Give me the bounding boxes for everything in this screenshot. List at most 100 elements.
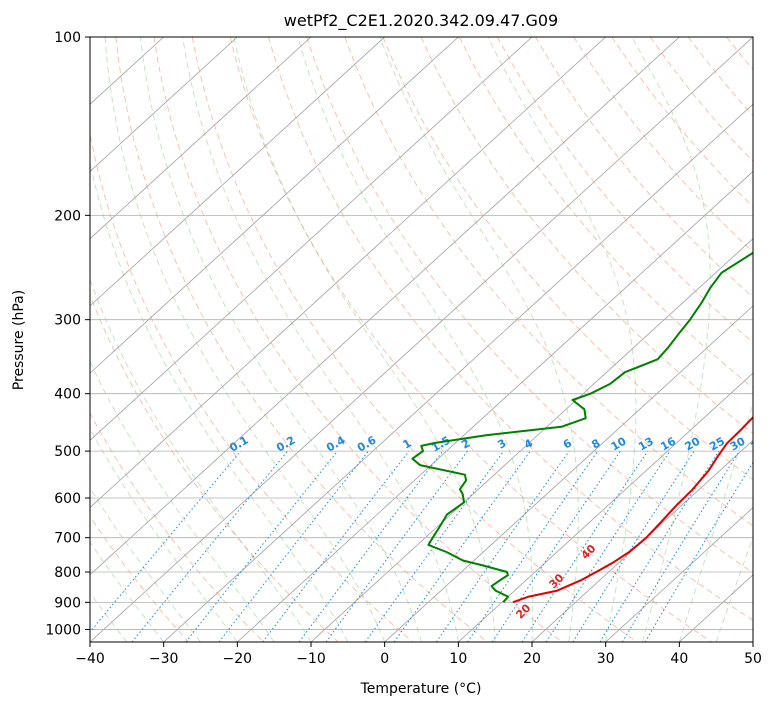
x-tick-label: 0 — [380, 651, 389, 667]
mixing-ratio-line — [393, 450, 531, 642]
dry-adiabat-label: 40 — [579, 542, 599, 562]
y-tick-label: 400 — [54, 387, 81, 403]
moist-adiabat-line — [715, 536, 753, 642]
mixing-ratio-line — [435, 450, 570, 642]
x-axis-title: Temperature (°C) — [360, 681, 482, 697]
y-axis-title: Pressure (hPa) — [11, 290, 27, 390]
x-tick-label: −40 — [75, 651, 105, 667]
moist-adiabat-line — [90, 360, 275, 642]
mixing-ratio-label: 30 — [728, 434, 748, 453]
isotherm-line — [310, 238, 753, 642]
moist-adiabat-line — [90, 487, 201, 642]
moist-adiabat-line — [90, 592, 128, 642]
dry-adiabat-line — [344, 37, 753, 527]
isotherm-line — [752, 641, 753, 642]
moist-adiabat-line — [487, 37, 637, 642]
isotherm-line — [605, 507, 753, 642]
isotherm-line — [90, 37, 753, 642]
dry-adiabat-line — [420, 37, 753, 435]
isotherm-line — [90, 37, 606, 509]
moist-adiabat-line — [631, 37, 711, 642]
y-tick-label: 100 — [54, 30, 81, 46]
temperature-profile-line — [512, 415, 753, 604]
dry-adiabat-line — [90, 515, 190, 642]
isotherm-line — [90, 37, 459, 374]
isotherm-line — [90, 37, 238, 172]
x-tick-label: 10 — [449, 651, 467, 667]
dry-adiabat-line — [611, 37, 753, 208]
mixing-ratio-line — [521, 450, 649, 642]
moist-adiabat-line — [379, 37, 579, 642]
x-tick-label: 50 — [744, 651, 762, 667]
series-layer — [411, 251, 753, 604]
y-tick-label: 200 — [54, 208, 81, 224]
mixing-ratio-line — [491, 450, 621, 642]
mixing-ratio-line — [621, 450, 740, 642]
dewpoint-profile-line — [411, 251, 753, 603]
moist-adiabat-line — [140, 37, 422, 642]
x-tick-label: −30 — [149, 651, 179, 667]
moist-adiabat-line — [90, 541, 165, 642]
dry-adiabat-line — [153, 37, 563, 642]
mixing-ratio-line — [218, 450, 369, 642]
moist-adiabat-line — [297, 37, 534, 642]
x-tick-label: 20 — [523, 651, 541, 667]
x-tick-label: −20 — [223, 651, 253, 667]
dry-adiabat-line — [765, 37, 775, 642]
mixing-ratio-label: 8 — [589, 437, 602, 452]
dry-adiabat-line — [649, 37, 753, 163]
mixing-ratio-line — [467, 450, 599, 642]
dry-adiabat-line — [268, 37, 753, 621]
y-tick-label: 300 — [54, 313, 81, 329]
mixing-ratio-label: 20 — [683, 434, 703, 453]
isotherm-line — [163, 103, 753, 642]
isotherm-line — [458, 372, 753, 642]
mixing-ratio-label: 16 — [658, 434, 678, 453]
dry-adiabat-line — [115, 37, 488, 642]
moist-adiabat-line — [752, 640, 753, 642]
x-tick-label: 30 — [597, 651, 615, 667]
dry-adiabat-line — [687, 37, 753, 117]
isotherm-line — [90, 37, 680, 576]
mixing-ratio-line — [131, 450, 288, 642]
y-tick-label: 600 — [54, 491, 81, 507]
moist-adiabat-line — [678, 401, 753, 642]
dry-adiabat-line — [497, 37, 753, 344]
mixing-ratio-line — [325, 450, 468, 642]
isotherm-line — [90, 37, 312, 240]
y-tick-label: 800 — [54, 565, 81, 581]
dry-adiabat-line — [458, 37, 753, 389]
x-tick-label: −10 — [296, 651, 326, 667]
dry-adiabat-line — [90, 131, 414, 642]
dry-adiabat-line — [726, 37, 753, 71]
isotherm-line — [90, 37, 385, 307]
y-tick-label: 700 — [54, 531, 81, 547]
mixing-ratio-line — [185, 450, 338, 642]
background-lines — [90, 37, 775, 642]
axis-ticks: −40 −30 −20 −10 0 10 20 30 40 50 100 200 300 400 500 60… — [45, 30, 762, 667]
moist-adiabat-line — [90, 427, 238, 642]
mixing-ratio-label: 10 — [609, 434, 629, 453]
isotherm-line — [90, 37, 533, 441]
moist-adiabat-line — [233, 37, 496, 642]
mixing-ratio-line — [90, 450, 242, 633]
plot-frame — [89, 36, 754, 643]
mixing-ratio-label: 36 — [748, 434, 768, 453]
moist-adiabat-line — [90, 278, 312, 642]
mixing-ratio-line — [298, 450, 444, 642]
y-tick-label: 900 — [54, 595, 81, 611]
moist-adiabat-line — [104, 37, 386, 642]
dry-adiabat-line — [535, 37, 753, 298]
mixing-ratio-label: 25 — [707, 435, 727, 454]
dry-adiabat-line — [90, 412, 264, 642]
dry-adiabat-line — [191, 37, 638, 642]
isotherm-line — [384, 305, 753, 642]
mixing-ratio-label: 3 — [495, 437, 508, 452]
x-tick-label: 40 — [670, 651, 688, 667]
isoline-labels: 0.1 0.2 0.4 0.6 1 1.5 2 3 4 6 8 10 13 16 20 25 30 3620304… — [227, 433, 768, 621]
mixing-ratio-line — [545, 450, 671, 642]
mixing-ratio-line — [364, 450, 505, 642]
y-tick-label: 1000 — [45, 622, 81, 638]
isotherm-line — [237, 170, 753, 642]
